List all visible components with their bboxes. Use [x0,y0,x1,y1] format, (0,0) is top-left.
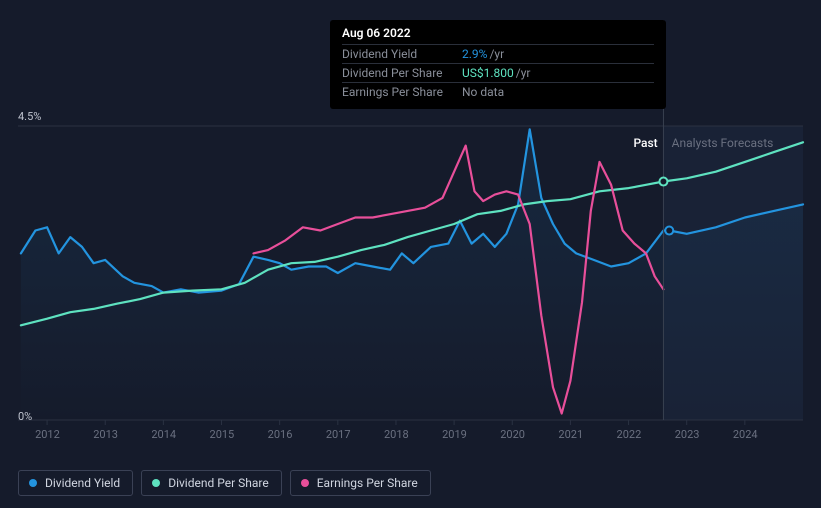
legend-label: Earnings Per Share [317,476,418,490]
tooltip-row-value: US$1.800 [462,66,514,80]
tooltip-row-eps: Earnings Per ShareNo data [342,82,654,101]
tooltip-row-label: Dividend Per Share [342,66,462,80]
tooltip-row-dps: Dividend Per ShareUS$1.800/yr [342,63,654,82]
tooltip-date: Aug 06 2022 [342,26,654,44]
series-marker [659,178,667,186]
x-tick: 2024 [733,428,758,441]
tooltip-row-label: Earnings Per Share [342,85,462,99]
tooltip-row-label: Dividend Yield [342,47,462,61]
tooltip-row-suffix: /yr [489,47,504,61]
tooltip-row-value: No data [462,85,504,99]
legend-item-dividend_per_share[interactable]: Dividend Per Share [141,470,282,496]
legend-dot-icon [29,479,37,487]
forecast-label: Analysts Forecasts [672,136,774,150]
legend-dot-icon [152,479,160,487]
x-tick: 2012 [35,428,60,441]
legend: Dividend Yield Dividend Per Share Earnings… [18,470,431,496]
timeline-labels: Past Analysts Forecasts [633,136,773,150]
tooltip-row-dy: Dividend Yield2.9%/yr [342,44,654,63]
tooltip-row-value: 2.9% [462,47,487,61]
x-tick: 2013 [93,428,118,441]
x-tick: 2017 [326,428,351,441]
tooltip-rows: Dividend Yield2.9%/yrDividend Per ShareU… [342,44,654,101]
dividend-chart: Aug 06 2022 Dividend Yield2.9%/yrDividen… [0,0,821,508]
past-label: Past [633,136,657,150]
chart-tooltip: Aug 06 2022 Dividend Yield2.9%/yrDividen… [330,20,666,109]
series-marker [665,227,673,235]
tooltip-row-suffix: /yr [516,66,531,80]
legend-dot-icon [301,479,309,487]
x-tick: 2015 [210,428,235,441]
x-tick: 2021 [558,428,583,441]
x-tick: 2016 [268,428,293,441]
legend-item-dividend_yield[interactable]: Dividend Yield [18,470,133,496]
legend-label: Dividend Per Share [168,476,269,490]
x-tick: 2020 [500,428,525,441]
legend-label: Dividend Yield [45,476,120,490]
y-axis-min: 0% [18,410,32,423]
x-tick: 2022 [617,428,642,441]
legend-item-earnings_per_share[interactable]: Earnings Per Share [290,470,431,496]
x-tick: 2023 [675,428,700,441]
x-tick: 2014 [151,428,176,441]
y-axis-max: 4.5% [18,110,41,123]
x-tick: 2019 [442,428,467,441]
x-tick: 2018 [384,428,409,441]
